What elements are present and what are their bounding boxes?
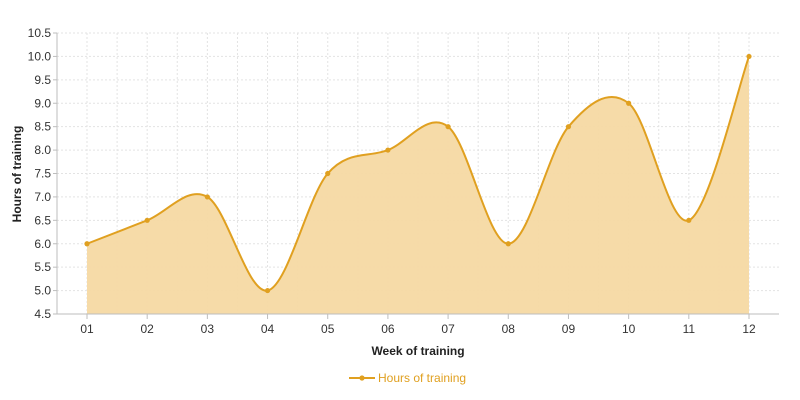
y-tick-label: 6.0 [34,237,51,251]
y-tick-label: 5.5 [34,260,51,274]
y-tick-label: 9.0 [34,96,51,110]
data-points [84,53,752,294]
y-tick-label: 7.0 [34,190,51,204]
x-tick-label: 01 [80,322,94,336]
y-tick-label: 8.5 [34,120,51,134]
y-tick-labels: 4.5 5.0 5.5 6.0 6.5 7.0 7.5 8.0 8.5 9.0 9.5 10.0 10.… [28,26,52,321]
y-tick-label: 5.0 [34,284,51,298]
y-tick-label: 7.5 [34,167,51,181]
x-tick-label: 10 [622,322,636,336]
x-tick-label: 07 [441,322,455,336]
x-tick-label: 08 [502,322,516,336]
legend-marker-icon [359,375,365,381]
area-fill [87,56,749,315]
legend-label: Hours of training [378,371,466,385]
data-point[interactable] [144,217,150,223]
y-tick-label: 8.0 [34,143,51,157]
data-point[interactable] [204,194,210,200]
data-point[interactable] [84,241,90,247]
data-point[interactable] [626,100,632,106]
data-point[interactable] [686,217,692,223]
y-axis-title: Hours of training [10,126,24,223]
y-tick-label: 10.0 [28,49,52,63]
axes [53,32,779,319]
y-tick-label: 10.5 [28,26,52,40]
data-point[interactable] [565,124,572,130]
x-axis-title: Week of training [371,344,464,358]
data-point[interactable] [746,53,752,60]
x-tick-label: 02 [141,322,155,336]
data-point[interactable] [445,124,451,130]
x-tick-label: 06 [381,322,395,336]
x-tick-label: 05 [321,322,335,336]
x-tick-labels: 01 02 03 04 05 06 07 08 09 10 11 12 [80,322,756,336]
x-tick-label: 03 [201,322,215,336]
x-tick-label: 12 [742,322,756,336]
y-tick-label: 9.5 [34,73,51,87]
data-point[interactable] [325,170,331,177]
x-tick-label: 04 [261,322,275,336]
y-tick-label: 6.5 [34,213,51,227]
data-point[interactable] [264,287,271,294]
x-tick-label: 11 [683,322,696,336]
x-tick-label: 09 [562,322,576,336]
legend[interactable]: Hours of training [349,371,466,385]
data-point[interactable] [505,241,511,247]
y-tick-label: 4.5 [34,307,51,321]
data-point[interactable] [385,147,391,153]
